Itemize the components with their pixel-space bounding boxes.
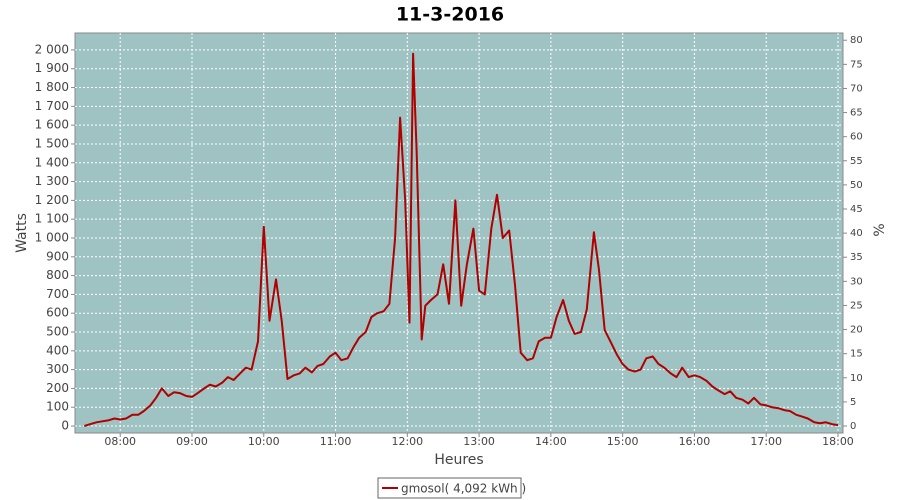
y2-tick-label: 0 <box>850 421 856 432</box>
y-tick-label: 200 <box>46 381 69 395</box>
y-tick-label: 1 000 <box>35 230 69 244</box>
x-tick-label: 15:00 <box>607 435 639 448</box>
y-tick-label: 1 800 <box>35 80 69 94</box>
x-axis-label: Heures <box>434 452 483 468</box>
x-tick-label: 17:00 <box>750 435 782 448</box>
x-tick-label: 11:00 <box>320 435 352 448</box>
y-tick-label: 1 600 <box>35 118 69 132</box>
x-tick-label: 10:00 <box>248 435 280 448</box>
y2-tick-label: 5 <box>850 397 856 408</box>
y2-axis-label: % <box>872 223 888 236</box>
y-tick-label: 100 <box>46 400 69 414</box>
y2-tick-label: 10 <box>850 373 863 384</box>
plot-area <box>74 32 844 434</box>
y2-tick-label: 30 <box>850 276 863 287</box>
y2-tick-label: 45 <box>850 204 863 215</box>
y2-tick-label: 80 <box>850 35 863 46</box>
y-tick-label: 0 <box>61 419 69 433</box>
legend-box <box>377 477 522 499</box>
y2-tick-label: 55 <box>850 156 863 167</box>
y-axis-label: Watts <box>14 213 30 253</box>
y-tick-label: 1 200 <box>35 193 69 207</box>
x-tick-label: 09:00 <box>176 435 208 448</box>
y2-tick-label: 70 <box>850 83 863 94</box>
x-tick-label: 12:00 <box>391 435 423 448</box>
y-tick-label: 300 <box>46 362 69 376</box>
y-tick-label: 500 <box>46 325 69 339</box>
y-tick-label: 800 <box>46 268 69 282</box>
x-tick-label: 13:00 <box>463 435 495 448</box>
x-tick-label: 08:00 <box>104 435 136 448</box>
y2-tick-label: 65 <box>850 108 863 119</box>
y-tick-label: 900 <box>46 249 69 263</box>
y-tick-label: 2 000 <box>35 42 69 56</box>
x-tick-label: 14:00 <box>535 435 567 448</box>
x-tick-label: 16:00 <box>679 435 711 448</box>
y-tick-label: 400 <box>46 343 69 357</box>
y-tick-label: 1 300 <box>35 174 69 188</box>
y2-tick-label: 50 <box>850 180 863 191</box>
x-tick-label: 18:00 <box>822 435 854 448</box>
y2-tick-label: 75 <box>850 59 863 70</box>
y-tick-label: 1 900 <box>35 61 69 75</box>
y-tick-label: 1 100 <box>35 212 69 226</box>
chart-title: 11-3-2016 <box>396 4 504 26</box>
data-line <box>84 52 839 427</box>
y-tick-label: 1 400 <box>35 155 69 169</box>
y2-tick-label: 20 <box>850 325 863 336</box>
y2-tick-label: 35 <box>850 252 863 263</box>
y2-tick-label: 25 <box>850 300 863 311</box>
y2-tick-label: 15 <box>850 349 863 360</box>
y-tick-label: 1 500 <box>35 136 69 150</box>
y-tick-label: 600 <box>46 306 69 320</box>
y2-tick-label: 40 <box>850 228 863 239</box>
y-tick-label: 700 <box>46 287 69 301</box>
legend-label: gmosol( 4,092 kWh ) <box>401 482 526 496</box>
y-tick-label: 1 700 <box>35 99 69 113</box>
y2-tick-label: 60 <box>850 132 863 143</box>
